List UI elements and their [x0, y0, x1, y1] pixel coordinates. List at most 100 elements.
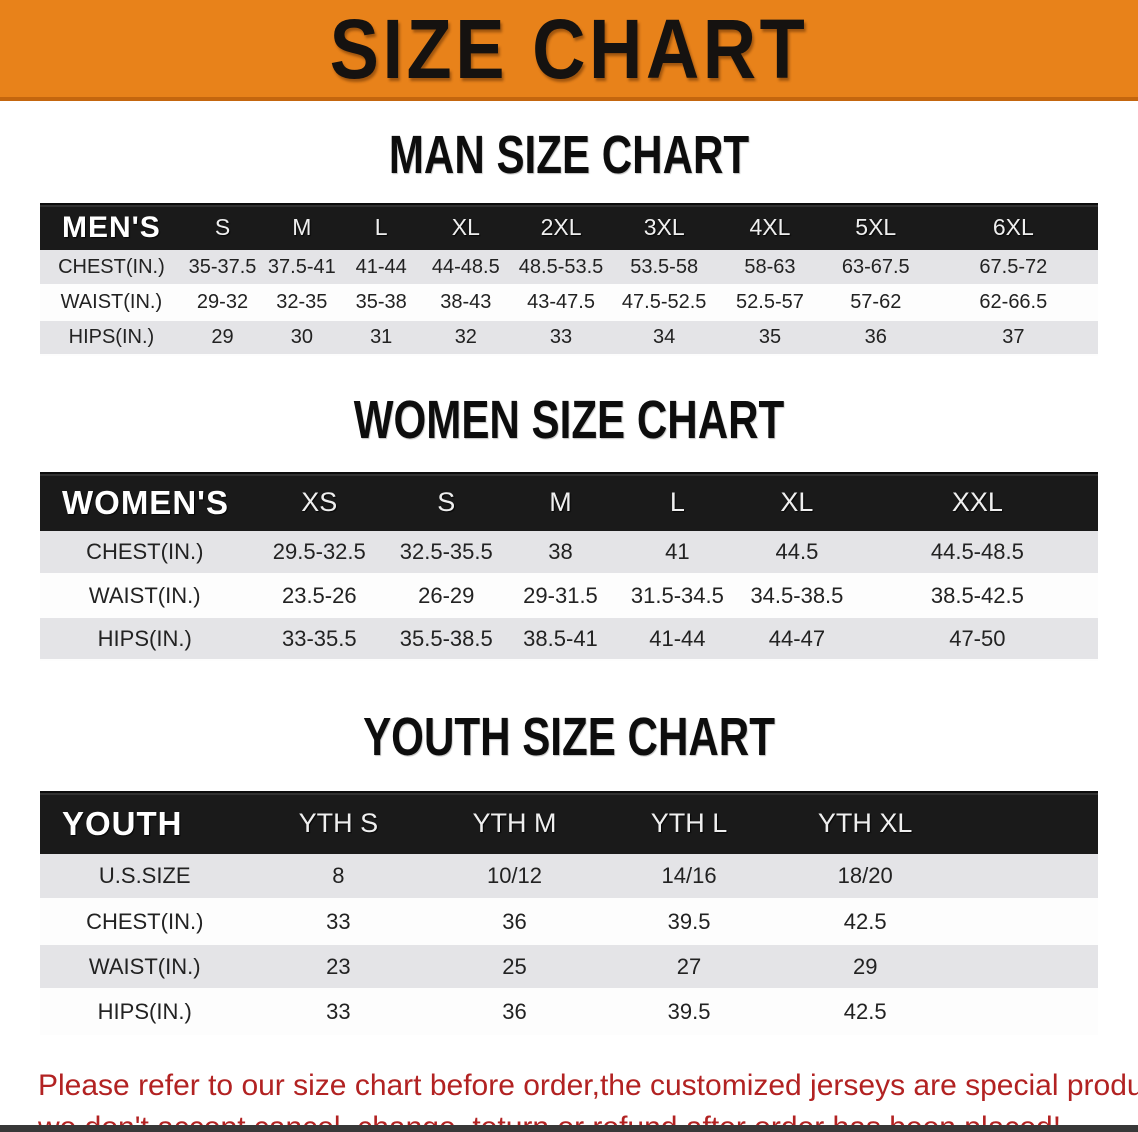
table-group-label: MEN'S [40, 204, 183, 250]
row-label: WAIST(IN.) [40, 944, 250, 989]
section-women-size-chart: WOMEN SIZE CHART WOMEN'S XS S M L XL XXL CHEST(I… [0, 393, 1138, 661]
section-youth-size-chart: YOUTH SIZE CHART YOUTH YTH S YTH M YTH L YTH … [0, 710, 1138, 1035]
size-value: 8 [249, 854, 428, 899]
size-column-header: M [262, 204, 342, 250]
size-value: 39.5 [601, 899, 777, 944]
section-title: MAN SIZE CHART [0, 128, 1138, 182]
size-column-header: 5XL [822, 204, 929, 250]
size-value: 41-44 [341, 250, 421, 285]
size-column-header: L [341, 204, 421, 250]
table-group-label: WOMEN'S [40, 473, 250, 531]
size-value: 35.5-38.5 [389, 617, 504, 660]
size-value: 34 [611, 320, 718, 355]
size-value: 37.5-41 [262, 250, 342, 285]
size-value: 36 [427, 989, 602, 1034]
bottom-border-strip [0, 1125, 1138, 1132]
size-value: 62-66.5 [928, 285, 1098, 320]
size-value: 44.5 [737, 531, 857, 574]
size-column-header: L [617, 473, 738, 531]
size-value: 38.5-41 [503, 617, 618, 660]
size-value: 37 [928, 320, 1098, 355]
size-value: 14/16 [601, 854, 777, 899]
size-column-header: M [503, 473, 618, 531]
row-label: CHEST(IN.) [40, 899, 250, 944]
section-title: WOMEN SIZE CHART [0, 393, 1138, 447]
section-title-text: WOMEN SIZE CHART [353, 390, 785, 450]
row-label: CHEST(IN.) [40, 250, 183, 285]
size-value: 23.5-26 [249, 574, 390, 617]
size-value: 32 [420, 320, 511, 355]
table-group-label: YOUTH [40, 792, 250, 854]
size-value: 32-35 [262, 285, 342, 320]
mens-size-table: MEN'S S M L XL 2XL 3XL 4XL 5XL 6XL CHEST(IN.) 35-37… [40, 203, 1098, 356]
size-column-header: 4XL [717, 204, 823, 250]
size-value: 42.5 [776, 899, 955, 944]
size-column-header: YTH XL [776, 792, 955, 854]
table-row: WAIST(IN.) 23 25 27 29 [40, 944, 1098, 989]
size-value: 41-44 [617, 617, 738, 660]
size-value: 33 [249, 989, 428, 1034]
size-value: 53.5-58 [611, 250, 718, 285]
size-value: 39.5 [601, 989, 777, 1034]
size-value: 36 [822, 320, 929, 355]
size-column-header: YTH L [601, 792, 777, 854]
size-value: 48.5-53.5 [510, 250, 612, 285]
table-row: WAIST(IN.) 29-32 32-35 35-38 38-43 43-47.5 47.… [40, 285, 1098, 320]
row-label: HIPS(IN.) [40, 989, 250, 1034]
size-value: 36 [427, 899, 602, 944]
row-label: WAIST(IN.) [40, 285, 183, 320]
size-value: 33 [249, 899, 428, 944]
size-value: 57-62 [822, 285, 929, 320]
row-label: HIPS(IN.) [40, 617, 250, 660]
size-column-header: XS [249, 473, 390, 531]
size-value: 44-47 [737, 617, 857, 660]
table-row: HIPS(IN.) 33 36 39.5 42.5 [40, 989, 1098, 1034]
size-column-header: XXL [856, 473, 1098, 531]
row-label: CHEST(IN.) [40, 531, 250, 574]
disclaimer-note: Please refer to our size chart before or… [0, 1065, 1138, 1132]
spacer-cell [954, 899, 1098, 944]
size-value: 25 [427, 944, 602, 989]
size-value: 35 [717, 320, 823, 355]
youth-size-table: YOUTH YTH S YTH M YTH L YTH XL U.S.SIZE 8 10/12… [40, 791, 1098, 1035]
section-man-size-chart: MAN SIZE CHART MEN'S S M L XL 2XL 3XL 4XL 5XL 6XL C… [0, 128, 1138, 356]
spacer-cell [954, 989, 1098, 1034]
size-value: 38.5-42.5 [856, 574, 1098, 617]
spacer-cell [954, 854, 1098, 899]
header-row: YOUTH YTH S YTH M YTH L YTH XL [40, 792, 1098, 854]
size-value: 52.5-57 [717, 285, 823, 320]
size-column-header: 6XL [928, 204, 1098, 250]
size-value: 29-32 [182, 285, 263, 320]
size-column-header: S [389, 473, 504, 531]
size-value: 67.5-72 [928, 250, 1098, 285]
section-title-text: MAN SIZE CHART [388, 125, 750, 185]
womens-size-table: WOMEN'S XS S M L XL XXL CHEST(IN.) 29.5-32.5 32.5… [40, 472, 1098, 661]
table-row: CHEST(IN.) 35-37.5 37.5-41 41-44 44-48.5 48.5… [40, 250, 1098, 285]
table-row: HIPS(IN.) 29 30 31 32 33 34 35 36 37 [40, 320, 1098, 355]
size-value: 44-48.5 [420, 250, 511, 285]
spacer-header-cell [954, 792, 1098, 854]
row-label: HIPS(IN.) [40, 320, 183, 355]
size-value: 18/20 [776, 854, 955, 899]
header-row: MEN'S S M L XL 2XL 3XL 4XL 5XL 6XL [40, 204, 1098, 250]
size-value: 26-29 [389, 574, 504, 617]
disclaimer-line-1: Please refer to our size chart before or… [38, 1069, 1138, 1102]
size-value: 31.5-34.5 [617, 574, 738, 617]
size-value: 38 [503, 531, 618, 574]
size-value: 30 [262, 320, 342, 355]
table-row: CHEST(IN.) 33 36 39.5 42.5 [40, 899, 1098, 944]
size-value: 47.5-52.5 [611, 285, 718, 320]
size-value: 44.5-48.5 [856, 531, 1098, 574]
size-column-header: YTH M [427, 792, 602, 854]
size-value: 32.5-35.5 [389, 531, 504, 574]
size-value: 10/12 [427, 854, 602, 899]
size-column-header: YTH S [249, 792, 428, 854]
size-column-header: 2XL [510, 204, 612, 250]
size-column-header: XL [737, 473, 857, 531]
row-label: U.S.SIZE [40, 854, 250, 899]
size-column-header: XL [420, 204, 511, 250]
size-value: 42.5 [776, 989, 955, 1034]
table-row: U.S.SIZE 8 10/12 14/16 18/20 [40, 854, 1098, 899]
header-row: WOMEN'S XS S M L XL XXL [40, 473, 1098, 531]
